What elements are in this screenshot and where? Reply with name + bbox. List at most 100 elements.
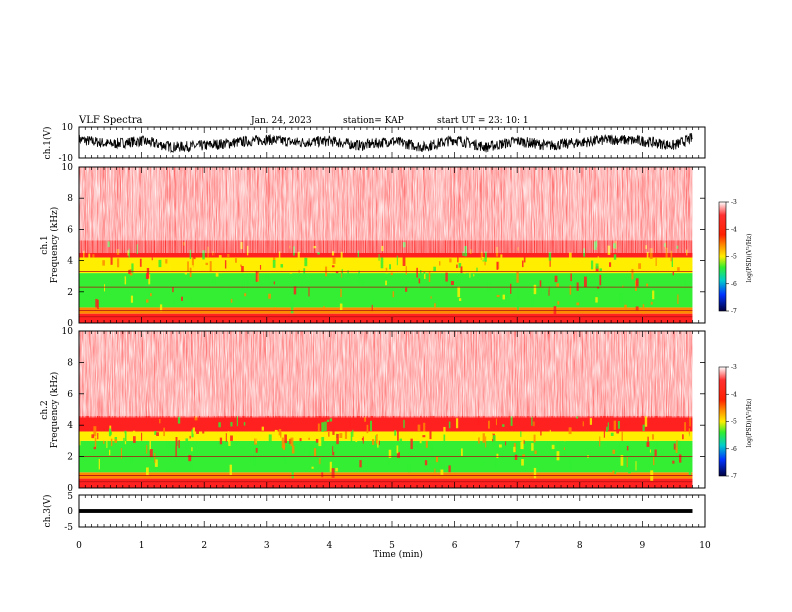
ch2-spec-ytick-label-3: 6	[67, 390, 73, 400]
x-tick-label-9: 9	[640, 541, 646, 551]
ch1-spec-texture	[165, 259, 168, 264]
ch2-spec-texture	[279, 432, 282, 438]
ch1-spec-texture	[396, 255, 398, 266]
ch2-spec-texture	[523, 439, 525, 444]
ch1-spec-texture	[583, 276, 587, 288]
ch1-spec-texture	[430, 296, 432, 299]
ch1-ytick-bottom: -10	[59, 154, 74, 164]
ch1-colorbar-tick-label-1: -4	[731, 226, 737, 233]
ch1-ytick-top: 10	[62, 123, 74, 133]
ch1-spec-texture	[434, 303, 436, 308]
ch2-spec-texture	[370, 420, 372, 432]
ch1-spec-texture	[579, 259, 582, 263]
ch2-spec-texture	[185, 438, 189, 449]
x-tick-label-10: 10	[699, 541, 711, 551]
ch2-spec-texture	[607, 422, 609, 431]
ch1-spec-texture	[438, 261, 441, 266]
ch2-spec-texture	[192, 427, 195, 434]
ch1-spec-texture	[361, 279, 364, 286]
ch2-spec-texture	[439, 460, 443, 468]
ch2-spec-texture	[422, 435, 426, 438]
ch2-spec-texture	[344, 431, 348, 439]
ch1-spec-texture	[531, 296, 534, 307]
ch1-spec-texture	[597, 286, 600, 289]
ch1-spec-texture	[243, 261, 246, 264]
ch2-spec-texture	[145, 467, 149, 476]
ch1-spec-texture	[557, 301, 560, 305]
ch2-colorbar-tick-label-3: -6	[731, 446, 737, 453]
ch2-spec-texture	[443, 434, 446, 442]
ch1-spec-texture	[445, 272, 448, 282]
ch1-spec-ytick-label-3: 6	[67, 225, 73, 235]
ch1-spec-texture	[569, 285, 572, 295]
ch2-spec-texture	[618, 444, 620, 454]
ch2-spec-texture	[549, 429, 551, 435]
ch2-spec-texture	[308, 437, 310, 440]
ch1-spec-texture	[463, 270, 466, 274]
ch1-spec-texture	[619, 293, 623, 305]
ch2-colorbar-tick-label-2: -5	[731, 419, 737, 426]
ch1-spec-texture	[189, 249, 192, 259]
ch2-spec-ytick-label-0: 0	[67, 484, 73, 494]
ch3-ytick-top: 5	[67, 492, 73, 502]
ch2-spec-texture	[261, 426, 264, 431]
ch1-spec-texture	[80, 265, 83, 272]
ch2-spec-texture	[106, 437, 108, 448]
ch1-spec-texture	[172, 287, 174, 293]
ch1-spec-texture	[342, 269, 345, 273]
ch2-spec-texture	[236, 415, 238, 427]
station-label: station= KAP	[343, 116, 404, 126]
ch1-spec-texture	[624, 304, 627, 309]
ch2-spec-texture	[688, 469, 692, 476]
ch1-spec-texture	[131, 263, 134, 273]
ch1-spec-texture	[320, 260, 324, 269]
ch2-spec-texture	[321, 472, 324, 478]
ch1-spec-texture	[392, 291, 395, 298]
ch2-spec-texture	[377, 440, 379, 448]
ch1-spec-texture	[424, 261, 427, 265]
ch1-spec-texture	[117, 258, 120, 268]
ch2-spec-ytick-label-5: 10	[62, 327, 74, 337]
ch2-spec-texture	[448, 421, 451, 429]
ch2-spec-texture	[359, 460, 362, 468]
ch2-spec-texture	[178, 439, 180, 449]
ch1-spec-texture	[358, 270, 360, 282]
ch2-spec-texture	[533, 421, 535, 427]
ch1-spec-texture	[340, 251, 343, 260]
ch2-spec-texture	[313, 448, 317, 457]
ch2-spec-texture	[399, 438, 403, 444]
ch2-spec-texture	[679, 454, 682, 463]
ch2-spec-texture	[510, 416, 513, 426]
ch1-spec-texture	[234, 258, 237, 263]
ch2-spec-texture	[108, 428, 112, 437]
ch1-spec-band-0	[79, 313, 693, 323]
ch2-spec-texture	[194, 416, 198, 421]
ch2-spec-texture	[616, 425, 620, 434]
ch2-spec-band-0	[79, 478, 693, 488]
ch1-spec-texture	[145, 273, 149, 279]
ch1-spec-texture	[263, 259, 266, 270]
ch2-spec-texture	[124, 430, 127, 434]
ch2-spec-texture	[396, 445, 399, 454]
ch2-spec-texture	[568, 427, 572, 435]
ch1-spec-texture	[158, 259, 162, 268]
ch1-spec-texture	[169, 263, 172, 272]
ch1-spec-texture	[646, 283, 649, 287]
ch2-spec-texture	[495, 459, 497, 468]
ch1-spec-texture	[97, 299, 99, 310]
ch2-spec-texture	[166, 442, 170, 450]
ch2-spec-texture	[227, 431, 230, 443]
ch1-spec-texture	[390, 284, 393, 296]
ch1-spec-texture	[190, 265, 194, 271]
ch1-spec-texture	[215, 268, 219, 277]
ch1-spec-texture	[273, 257, 276, 261]
ch1-spec-texture	[124, 276, 127, 285]
ch1-spec-texture	[671, 257, 673, 268]
ch2-spec-texture	[339, 433, 343, 438]
ch1-spec-texture	[331, 265, 335, 268]
x-tick-label-2: 2	[201, 541, 207, 551]
ch1-spec-texture	[576, 302, 580, 306]
ch1-spec-texture	[521, 260, 524, 268]
ch1-spec-streaks	[79, 167, 693, 253]
ch1-spec-texture	[597, 256, 599, 260]
